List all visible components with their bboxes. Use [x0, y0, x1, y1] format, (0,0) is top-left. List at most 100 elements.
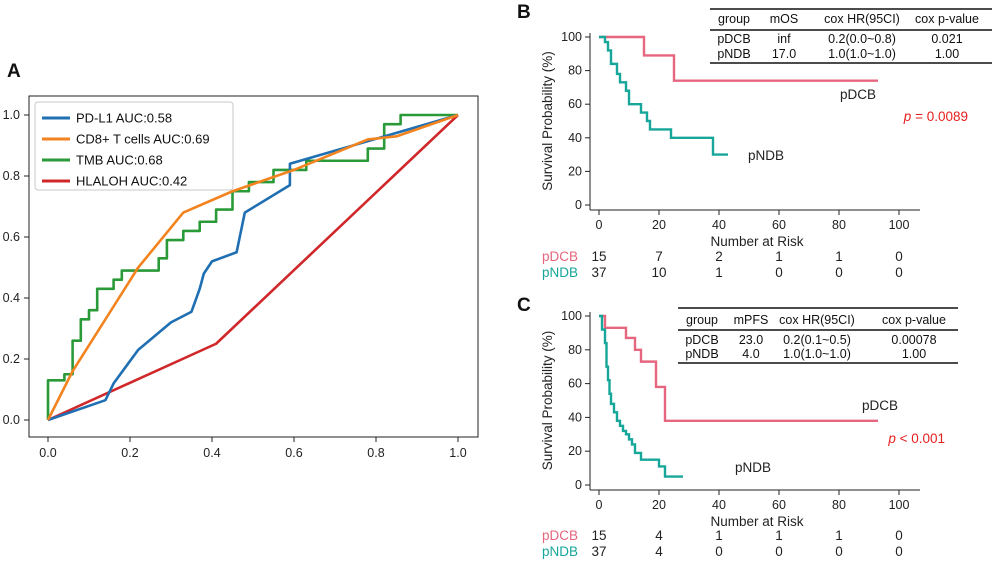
x-tick-label: 0 — [596, 218, 603, 232]
p-value-text: < 0.001 — [896, 431, 945, 446]
risk-count: 1 — [775, 249, 783, 264]
risk-count: 1 — [835, 528, 843, 543]
y-tick-label: 20 — [568, 444, 582, 458]
table-cell: pDCB — [717, 32, 750, 46]
km-curve-pdcb — [599, 35, 878, 82]
table-header: mOS — [770, 12, 798, 26]
y-tick-label: 0.6 — [3, 230, 20, 244]
risk-count: 0 — [715, 544, 723, 559]
risk-count: 1 — [715, 528, 723, 543]
table-cell: 0.021 — [931, 32, 962, 46]
x-tick-label: 100 — [889, 218, 910, 232]
curve-label-pndb: pNDB — [748, 148, 784, 163]
panel-a-label: A — [7, 61, 21, 82]
table-cell: 17.0 — [772, 47, 796, 61]
risk-row-label: pNDB — [542, 265, 578, 280]
y-tick-label: 0 — [575, 198, 582, 212]
table-header: cox p-value — [915, 12, 979, 26]
risk-row-label: pNDB — [542, 544, 578, 559]
p-value: p < 0.001 — [887, 431, 945, 446]
panel-a-roc-chart: A 0.0 0.2 0.4 0.6 0.8 1.0 0.0 0.2 0.4 0.6 0.8 1.0 P… — [3, 61, 479, 460]
table-header: cox HR(95CI) — [824, 12, 900, 26]
table-cell: pNDB — [717, 47, 750, 61]
km-curve-pndb — [599, 35, 728, 156]
p-value-symbol: p — [887, 431, 896, 446]
x-tick-label: 60 — [772, 498, 786, 512]
y-tick-label: 40 — [568, 410, 582, 424]
risk-count: 0 — [835, 544, 843, 559]
table-cell: 4.0 — [742, 347, 759, 361]
risk-count: 1 — [715, 265, 723, 280]
table-header: cox p-value — [882, 313, 946, 327]
panel-a-plot-frame — [28, 95, 479, 438]
risk-count: 0 — [895, 249, 903, 264]
table-header: group — [718, 12, 750, 26]
table-header: group — [686, 313, 718, 327]
x-tick-label: 0.6 — [285, 446, 302, 460]
table-cell: pDCB — [685, 333, 718, 347]
panel-a-legend: PD-L1 AUC:0.58 CD8+ T cells AUC:0.69 TMB A… — [34, 101, 234, 191]
y-tick-label: 60 — [568, 97, 582, 111]
risk-count: 2 — [715, 249, 723, 264]
x-axis-label: Number at Risk — [710, 234, 803, 249]
risk-count: 37 — [591, 265, 606, 280]
p-value-symbol: p — [903, 109, 912, 124]
roc-line-pdl1 — [47, 113, 459, 422]
risk-count: 15 — [591, 528, 606, 543]
legend-frame — [34, 101, 234, 191]
risk-count: 4 — [655, 544, 663, 559]
y-tick-label: 0.0 — [3, 413, 20, 427]
legend-label-hlaloh: HLALOH AUC:0.42 — [76, 174, 187, 189]
y-tick-label: 0.4 — [3, 291, 20, 305]
risk-count: 7 — [655, 249, 663, 264]
p-value: p = 0.0089 — [903, 109, 968, 124]
table-cell: 0.2(0.1~0.5) — [783, 333, 851, 347]
y-tick-label: 40 — [568, 131, 582, 145]
roc-line-hlaloh — [47, 114, 459, 422]
risk-count: 0 — [895, 265, 903, 280]
risk-count: 1 — [835, 249, 843, 264]
x-tick-label: 40 — [712, 498, 726, 512]
x-tick-label: 20 — [652, 498, 666, 512]
panel-b-stats-table: group mOS cox HR(95CI) cox p-value pDCB inf 0.… — [710, 8, 992, 64]
y-tick-label: 0 — [575, 478, 582, 492]
risk-count: 0 — [775, 265, 783, 280]
table-cell: pNDB — [685, 347, 718, 361]
y-axis-label: Survival Probability (%) — [540, 331, 555, 471]
x-tick-label: 0.2 — [121, 446, 138, 460]
y-tick-label: 20 — [568, 164, 582, 178]
y-tick-label: 100 — [561, 309, 582, 323]
curve-label-pndb: pNDB — [735, 460, 771, 475]
table-cell: 1.0(1.0~1.0) — [783, 347, 851, 361]
x-tick-label: 0 — [596, 498, 603, 512]
y-tick-label: 1.0 — [3, 108, 20, 122]
risk-count: 4 — [655, 528, 663, 543]
panel-c-label: C — [517, 295, 531, 316]
panel-b-label: B — [517, 2, 531, 23]
risk-row-label: pDCB — [542, 528, 578, 543]
roc-line-cd8 — [46, 113, 459, 421]
x-tick-label: 0.8 — [367, 446, 384, 460]
table-cell: 0.00078 — [891, 333, 936, 347]
risk-count: 0 — [835, 265, 843, 280]
risk-count: 0 — [775, 544, 783, 559]
legend-label-pdl1: PD-L1 AUC:0.58 — [76, 111, 172, 126]
y-tick-label: 0.8 — [3, 169, 20, 183]
x-tick-label: 0.0 — [39, 446, 56, 460]
table-cell: 1.00 — [902, 347, 926, 361]
table-cell: 1.00 — [935, 47, 959, 61]
legend-label-tmb: TMB AUC:0.68 — [76, 153, 163, 168]
table-cell: 23.0 — [739, 333, 763, 347]
x-tick-label: 80 — [832, 498, 846, 512]
x-tick-label: 60 — [772, 218, 786, 232]
table-cell: 1.0(1.0~1.0) — [828, 47, 896, 61]
table-cell: 0.2(0.0~0.8) — [828, 32, 896, 46]
curve-label-pdcb: pDCB — [840, 87, 876, 102]
table-cell: inf — [777, 32, 791, 46]
risk-count: 0 — [895, 544, 903, 559]
curve-label-pdcb: pDCB — [862, 398, 898, 413]
